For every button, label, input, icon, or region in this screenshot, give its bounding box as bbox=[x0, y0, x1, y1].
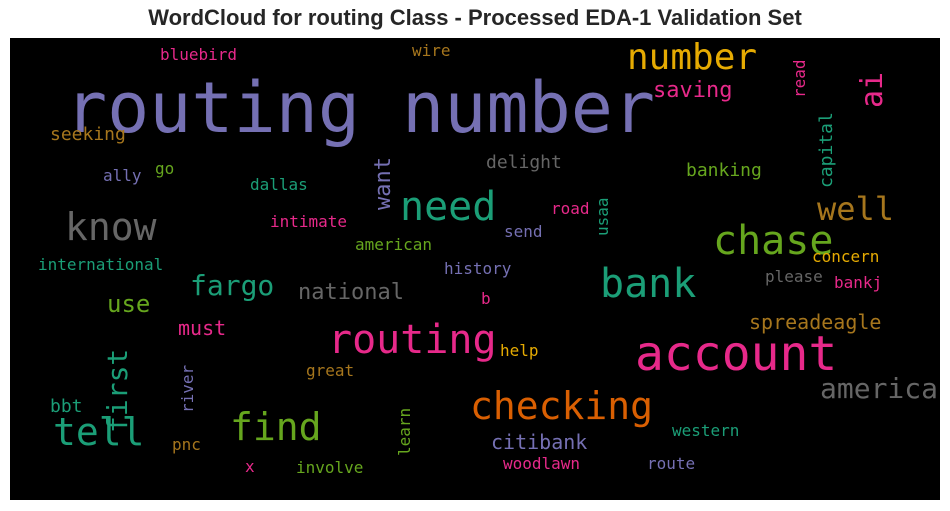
word-citibank: citibank bbox=[491, 430, 588, 454]
word-please: please bbox=[765, 267, 823, 286]
word-pnc: pnc bbox=[172, 435, 201, 454]
word-delight: delight bbox=[486, 152, 562, 173]
word-capital: capital bbox=[816, 111, 837, 188]
word-american: american bbox=[355, 235, 433, 254]
word-account: account bbox=[635, 326, 838, 382]
word-find: find bbox=[230, 405, 322, 449]
word-number: number bbox=[627, 38, 758, 78]
word-usaa: usaa bbox=[593, 197, 612, 237]
word-concern: concern bbox=[812, 247, 880, 266]
word-america: america bbox=[820, 372, 939, 405]
word-routing: routing bbox=[328, 317, 497, 363]
word-b: b bbox=[481, 289, 491, 308]
word-great: great bbox=[306, 361, 355, 380]
word-go: go bbox=[155, 159, 175, 178]
word-intimate: intimate bbox=[270, 212, 348, 231]
word-seeking: seeking bbox=[50, 124, 126, 145]
word-use: use bbox=[107, 290, 151, 318]
word-x: x bbox=[245, 457, 255, 476]
word-bbt: bbt bbox=[50, 396, 83, 417]
word-ally: ally bbox=[103, 166, 142, 185]
word-spreadeagle: spreadeagle bbox=[749, 310, 882, 334]
word-bluebird: bluebird bbox=[160, 45, 238, 64]
word-involve: involve bbox=[296, 458, 364, 477]
word-history: history bbox=[444, 259, 512, 278]
word-routing-number: routing number bbox=[65, 67, 656, 149]
word-road: road bbox=[551, 199, 590, 218]
word-checking: checking bbox=[470, 384, 654, 428]
word-read: read bbox=[790, 59, 809, 99]
word-must: must bbox=[178, 316, 227, 340]
word-wire: wire bbox=[412, 41, 451, 60]
word-banking: banking bbox=[686, 160, 762, 181]
word-need: need bbox=[400, 184, 497, 230]
word-send: send bbox=[504, 222, 543, 241]
word-river: river bbox=[178, 364, 197, 413]
word-know: know bbox=[65, 205, 157, 249]
word-fargo: fargo bbox=[190, 269, 275, 302]
word-tell: tell bbox=[53, 410, 145, 454]
word-international: international bbox=[38, 255, 164, 274]
word-well: well bbox=[817, 190, 895, 228]
word-bank: bank bbox=[600, 261, 697, 307]
word-want: want bbox=[371, 156, 396, 210]
word-western: western bbox=[672, 421, 740, 440]
chart-title: WordCloud for routing Class - Processed … bbox=[148, 5, 802, 30]
word-dallas: dallas bbox=[250, 175, 308, 194]
word-saving: saving bbox=[653, 78, 733, 103]
word-woodlawn: woodlawn bbox=[503, 454, 581, 473]
word-national: national bbox=[298, 280, 404, 305]
word-learn: learn bbox=[395, 407, 414, 456]
wordcloud-canvas: routing number account number bank chase rout… bbox=[10, 38, 940, 500]
word-help: help bbox=[500, 341, 539, 360]
word-route: route bbox=[647, 454, 696, 473]
word-ai: ai bbox=[855, 71, 890, 108]
word-bankj: bankj bbox=[834, 273, 883, 292]
word-first: first bbox=[101, 348, 134, 433]
word-chase: chase bbox=[713, 218, 834, 264]
